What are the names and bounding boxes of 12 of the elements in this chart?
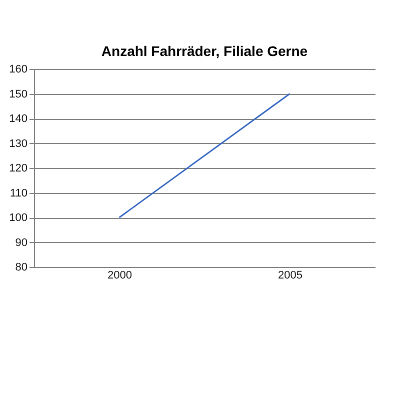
y-tick-label: 90	[15, 236, 28, 249]
y-tick-label: 140	[9, 113, 28, 125]
x-tick-label: 2005	[278, 270, 302, 282]
y-tick-label: 150	[9, 88, 28, 100]
y-tick-label: 120	[9, 162, 28, 174]
x-tick-label: 2000	[108, 270, 132, 282]
chart-title: Anzahl Fahrräder, Filiale Gerne	[101, 43, 308, 59]
y-tick-label: 100	[9, 212, 28, 224]
y-tick-label: 80	[15, 262, 28, 274]
y-tick-label: 110	[10, 187, 28, 200]
y-tick-label: 160	[9, 64, 28, 76]
y-tick-label: 130	[9, 138, 28, 150]
